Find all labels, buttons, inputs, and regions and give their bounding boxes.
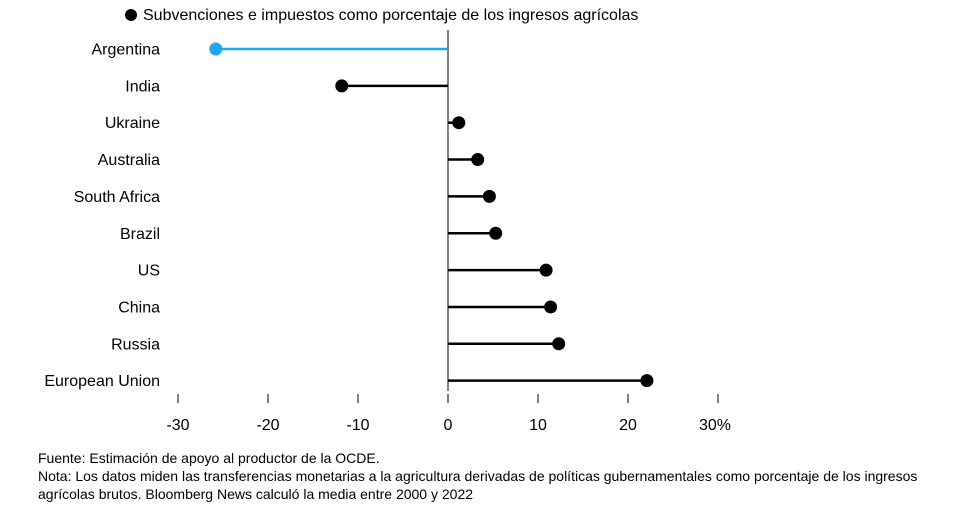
chart-notes: Fuente: Estimación de apoyo al productor… <box>38 449 958 503</box>
category-label-south-africa: South Africa <box>74 189 160 206</box>
dot-russia <box>552 337 566 351</box>
dot-argentina <box>209 42 223 56</box>
category-label-russia: Russia <box>111 336 160 353</box>
x-tick-label: 30% <box>699 417 731 434</box>
legend-label: Subvenciones e impuestos como porcentaje… <box>143 7 638 24</box>
source-note: Fuente: Estimación de apoyo al productor… <box>38 450 380 466</box>
dot-india <box>335 79 349 93</box>
dot-brazil <box>489 226 503 240</box>
x-tick-label: -30 <box>166 417 189 434</box>
legend: Subvenciones e impuestos como porcentaje… <box>125 7 638 24</box>
dot-australia <box>471 153 485 167</box>
category-label-australia: Australia <box>98 152 160 169</box>
category-label-india: India <box>125 78 160 95</box>
dot-european-union <box>640 374 654 388</box>
x-tick-label: -10 <box>346 417 369 434</box>
category-label-brazil: Brazil <box>120 226 160 243</box>
plot-area: Argentina India Ukraine Australia South Afri… <box>44 30 731 434</box>
x-tick-label: 20 <box>619 417 637 434</box>
lollipop-chart: Subvenciones e impuestos como porcentaje… <box>44 7 731 434</box>
category-label-argentina: Argentina <box>92 42 161 59</box>
category-label-ukraine: Ukraine <box>105 115 160 132</box>
dot-china <box>544 300 558 314</box>
x-tick-label: 10 <box>529 417 547 434</box>
legend-marker <box>125 9 137 21</box>
category-label-us: US <box>138 263 160 280</box>
dot-ukraine <box>452 116 466 130</box>
category-label-european-union: European Union <box>44 373 160 390</box>
dot-us <box>539 263 553 277</box>
x-tick-label: -20 <box>256 417 279 434</box>
methodology-note: Nota: Los datos miden las transferencias… <box>38 468 918 502</box>
dot-south-africa <box>482 189 496 203</box>
x-tick-label: 0 <box>444 417 453 434</box>
category-label-china: China <box>118 299 160 316</box>
